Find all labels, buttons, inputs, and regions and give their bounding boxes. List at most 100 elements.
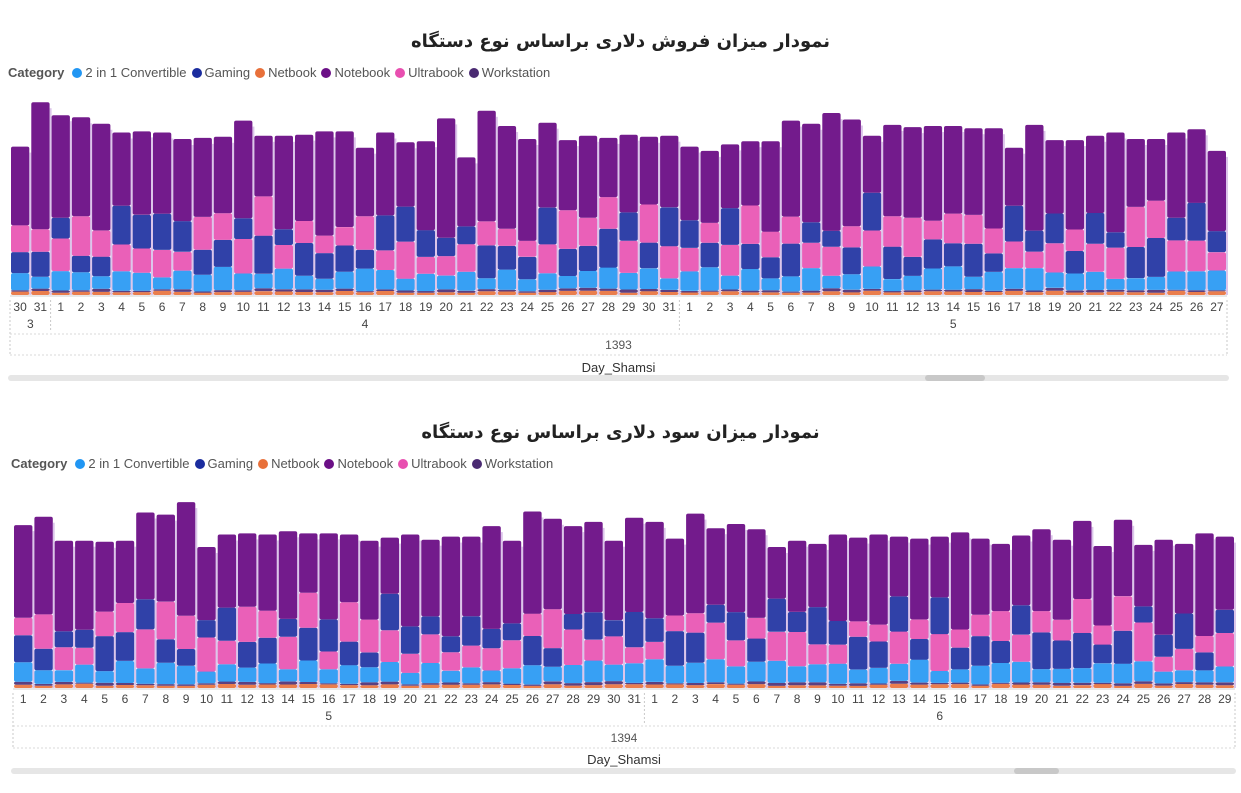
bar-segment[interactable] — [295, 134, 314, 221]
bar-segment[interactable] — [335, 245, 354, 272]
bar-segment[interactable] — [578, 135, 598, 218]
bar-segment[interactable] — [234, 120, 253, 219]
bar-segment[interactable] — [1065, 251, 1084, 274]
bar-segment[interactable] — [1073, 632, 1092, 669]
bar-segment[interactable] — [355, 292, 375, 295]
bar-segment[interactable] — [319, 669, 338, 684]
bar-segment[interactable] — [416, 256, 435, 274]
bar-segment[interactable] — [1032, 684, 1051, 688]
bar-segment[interactable] — [1045, 287, 1064, 291]
bar-segment[interactable] — [923, 268, 943, 290]
bar-segment[interactable] — [706, 684, 725, 688]
bar-segment[interactable] — [1004, 290, 1024, 295]
bar-segment[interactable] — [51, 290, 70, 293]
bar-segment[interactable] — [665, 615, 685, 632]
bar-segment[interactable] — [1106, 132, 1125, 233]
bar-segment[interactable] — [889, 631, 909, 664]
bar-segment[interactable] — [1086, 135, 1105, 213]
bar-segment[interactable] — [477, 278, 496, 290]
bar-segment[interactable] — [680, 292, 699, 296]
bar-segment[interactable] — [944, 126, 963, 214]
bar-segment[interactable] — [1146, 289, 1166, 293]
bar-segment[interactable] — [477, 245, 496, 279]
bar-segment[interactable] — [639, 289, 659, 292]
bar-segment[interactable] — [1052, 619, 1072, 641]
bar-segment[interactable] — [1207, 231, 1226, 253]
bar-segment[interactable] — [136, 512, 155, 600]
bar-segment[interactable] — [502, 540, 522, 624]
bar-segment[interactable] — [441, 684, 461, 688]
bar-segment[interactable] — [543, 666, 562, 682]
legend-item-ultrabook[interactable]: Ultrabook — [395, 65, 464, 80]
bar-segment[interactable] — [441, 636, 461, 653]
bar-segment[interactable] — [828, 663, 848, 684]
bar-segment[interactable] — [700, 290, 719, 292]
bar-segment[interactable] — [1195, 636, 1214, 653]
bar-segment[interactable] — [376, 215, 395, 251]
bar-segment[interactable] — [726, 666, 746, 684]
bar-segment[interactable] — [1167, 240, 1186, 272]
bar-segment[interactable] — [1215, 633, 1234, 667]
bar-segment[interactable] — [112, 290, 131, 293]
bar-segment[interactable] — [923, 126, 943, 221]
bar-segment[interactable] — [176, 684, 196, 686]
bar-segment[interactable] — [869, 668, 888, 684]
bar-segment[interactable] — [477, 110, 496, 222]
bar-segment[interactable] — [75, 682, 94, 684]
bar-segment[interactable] — [238, 684, 257, 688]
bar-segment[interactable] — [950, 684, 970, 688]
bar-segment[interactable] — [686, 662, 705, 683]
bar-segment[interactable] — [112, 132, 131, 206]
bar-segment[interactable] — [700, 222, 719, 243]
bar-segment[interactable] — [497, 289, 517, 292]
bar-segment[interactable] — [335, 288, 354, 291]
bar-segment[interactable] — [1045, 140, 1064, 214]
bar-segment[interactable] — [639, 136, 659, 205]
bar-segment[interactable] — [1045, 243, 1064, 273]
bar-segment[interactable] — [1086, 290, 1105, 293]
bar-segment[interactable] — [660, 207, 679, 247]
bar-segment[interactable] — [1004, 268, 1024, 289]
bar-segment[interactable] — [822, 291, 841, 295]
bar-segment[interactable] — [1032, 682, 1051, 685]
bar-segment[interactable] — [761, 141, 780, 232]
bar-segment[interactable] — [274, 289, 293, 292]
bar-segment[interactable] — [115, 685, 135, 688]
bar-segment[interactable] — [1073, 520, 1092, 599]
bar-segment[interactable] — [34, 516, 53, 615]
bar-segment[interactable] — [802, 290, 821, 293]
bar-segment[interactable] — [910, 659, 929, 683]
bar-segment[interactable] — [984, 292, 1003, 295]
bar-segment[interactable] — [660, 278, 679, 290]
bar-segment[interactable] — [153, 250, 172, 278]
legend-item-gaming[interactable]: Gaming — [191, 65, 250, 80]
bar-segment[interactable] — [339, 683, 359, 686]
bar-segment[interactable] — [747, 684, 766, 688]
bar-segment[interactable] — [193, 137, 212, 217]
bar-segment[interactable] — [1052, 668, 1072, 683]
bar-segment[interactable] — [1012, 605, 1031, 635]
bar-segment[interactable] — [802, 222, 821, 243]
bar-segment[interactable] — [14, 662, 33, 682]
bar-segment[interactable] — [787, 632, 807, 667]
bar-segment[interactable] — [849, 669, 868, 684]
bar-segment[interactable] — [156, 601, 175, 640]
bar-segment[interactable] — [274, 135, 293, 230]
legend-item-workstation[interactable]: Workstation — [468, 65, 550, 80]
bar-segment[interactable] — [584, 660, 603, 683]
bar-segment[interactable] — [482, 670, 501, 683]
bar-segment[interactable] — [299, 627, 318, 661]
bar-segment[interactable] — [258, 663, 277, 684]
bar-segment[interactable] — [700, 150, 719, 223]
bar-segment[interactable] — [437, 256, 456, 276]
bar-segment[interactable] — [563, 614, 583, 630]
bar-segment[interactable] — [258, 534, 277, 611]
bar-segment[interactable] — [1093, 684, 1112, 688]
bar-segment[interactable] — [1052, 682, 1072, 686]
bar-segment[interactable] — [523, 684, 542, 686]
bar-segment[interactable] — [254, 291, 273, 295]
bar-segment[interactable] — [335, 131, 354, 227]
bar-segment[interactable] — [1126, 292, 1145, 295]
bar-segment[interactable] — [538, 207, 557, 245]
bar-segment[interactable] — [136, 685, 155, 688]
